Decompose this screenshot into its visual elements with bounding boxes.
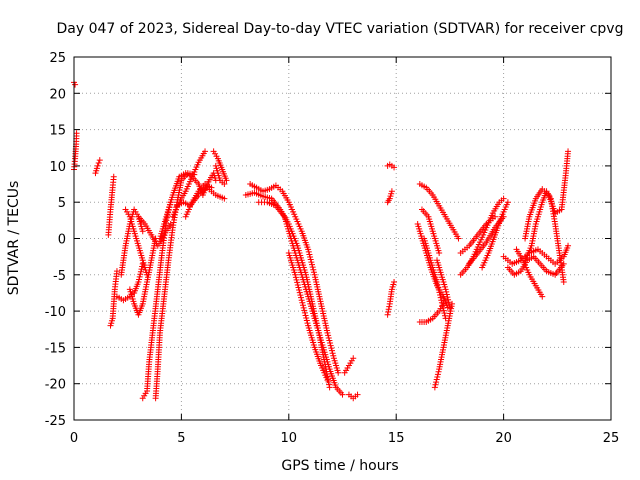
data-track bbox=[212, 162, 228, 188]
y-tick-label: 25 bbox=[49, 51, 66, 66]
grid-lines bbox=[74, 57, 611, 420]
data-track bbox=[479, 199, 511, 271]
data-point-markers bbox=[92, 157, 103, 177]
data-point-markers bbox=[285, 250, 331, 384]
data-point-markers bbox=[182, 181, 215, 220]
x-axis-title: GPS time / hours bbox=[281, 458, 398, 474]
data-track bbox=[418, 206, 443, 257]
data-track bbox=[122, 206, 151, 278]
data-point-markers bbox=[139, 199, 174, 402]
data-point-markers bbox=[341, 355, 357, 376]
data-track bbox=[152, 170, 198, 402]
data-point-markers bbox=[522, 188, 567, 286]
y-tick-label: -5 bbox=[53, 269, 66, 284]
data-track bbox=[285, 250, 331, 384]
x-tick-label: 10 bbox=[281, 431, 298, 446]
data-point-markers bbox=[416, 300, 447, 325]
data-track bbox=[139, 199, 174, 402]
x-tick-label: 25 bbox=[603, 431, 620, 446]
data-track bbox=[247, 181, 342, 376]
data-track bbox=[345, 391, 361, 402]
data-track bbox=[522, 148, 572, 242]
data-point-markers bbox=[105, 173, 117, 238]
data-point-markers bbox=[212, 162, 228, 188]
data-track bbox=[384, 279, 398, 318]
data-point-markers bbox=[255, 199, 346, 398]
y-tick-label: -20 bbox=[45, 378, 66, 393]
data-track bbox=[416, 300, 447, 325]
data-point-markers bbox=[479, 199, 511, 271]
data-point-markers bbox=[122, 206, 151, 278]
data-track bbox=[384, 188, 395, 206]
data-track bbox=[71, 79, 79, 88]
y-tick-label: 20 bbox=[49, 87, 66, 102]
data-point-markers bbox=[513, 246, 546, 300]
data-track bbox=[434, 257, 453, 311]
data-track bbox=[384, 161, 398, 171]
data-point-markers bbox=[384, 188, 395, 206]
data-point-markers bbox=[434, 257, 453, 311]
chart-title: Day 047 of 2023, Sidereal Day-to-day VTE… bbox=[57, 21, 624, 37]
data-point-markers bbox=[71, 79, 79, 88]
data-track bbox=[210, 148, 230, 184]
data-point-markers bbox=[418, 206, 443, 257]
y-tick-label: 0 bbox=[58, 233, 66, 248]
y-tick-label: -25 bbox=[45, 414, 66, 429]
data-point-markers bbox=[345, 391, 361, 402]
data-track bbox=[421, 235, 449, 322]
data-point-markers bbox=[384, 161, 398, 171]
data-point-markers bbox=[522, 148, 572, 242]
y-tick-label: 15 bbox=[49, 124, 66, 139]
data-track bbox=[182, 181, 215, 220]
data-point-markers bbox=[126, 235, 159, 318]
data-track bbox=[341, 355, 357, 376]
data-point-markers bbox=[421, 235, 449, 322]
data-point-markers bbox=[156, 170, 219, 242]
data-track bbox=[522, 188, 567, 286]
y-tick-label: -15 bbox=[45, 341, 66, 356]
data-track bbox=[126, 235, 159, 318]
y-axis-title: SDTVAR / TECUs bbox=[6, 181, 22, 296]
data-point-markers bbox=[247, 181, 342, 376]
axis-ticks: 0 5 10 15 20 25 -25 -20 -15 -10 -5 0 5 10 15 20 25 bbox=[45, 51, 620, 446]
data-point-markers bbox=[431, 300, 456, 391]
data-point-markers bbox=[107, 268, 120, 329]
y-tick-label: 10 bbox=[49, 160, 66, 175]
data-track bbox=[92, 157, 103, 177]
data-track bbox=[105, 173, 117, 238]
data-point-markers bbox=[210, 148, 230, 184]
x-tick-label: 5 bbox=[177, 431, 185, 446]
data-track bbox=[107, 268, 120, 329]
data-point-markers bbox=[457, 213, 499, 257]
x-tick-label: 15 bbox=[388, 431, 405, 446]
data-track bbox=[457, 213, 499, 257]
plot-frame bbox=[73, 56, 612, 421]
data-track bbox=[156, 170, 219, 242]
data-point-markers bbox=[152, 170, 198, 402]
y-tick-label: 5 bbox=[58, 196, 66, 211]
x-tick-label: 0 bbox=[70, 431, 78, 446]
x-tick-label: 20 bbox=[495, 431, 512, 446]
data-track bbox=[513, 246, 546, 300]
data-point-markers bbox=[384, 279, 398, 318]
data-points bbox=[71, 79, 572, 402]
data-point-markers bbox=[416, 181, 462, 242]
data-track bbox=[416, 181, 462, 242]
y-tick-label: -10 bbox=[45, 305, 66, 320]
data-track bbox=[255, 199, 346, 398]
data-track bbox=[431, 300, 456, 391]
